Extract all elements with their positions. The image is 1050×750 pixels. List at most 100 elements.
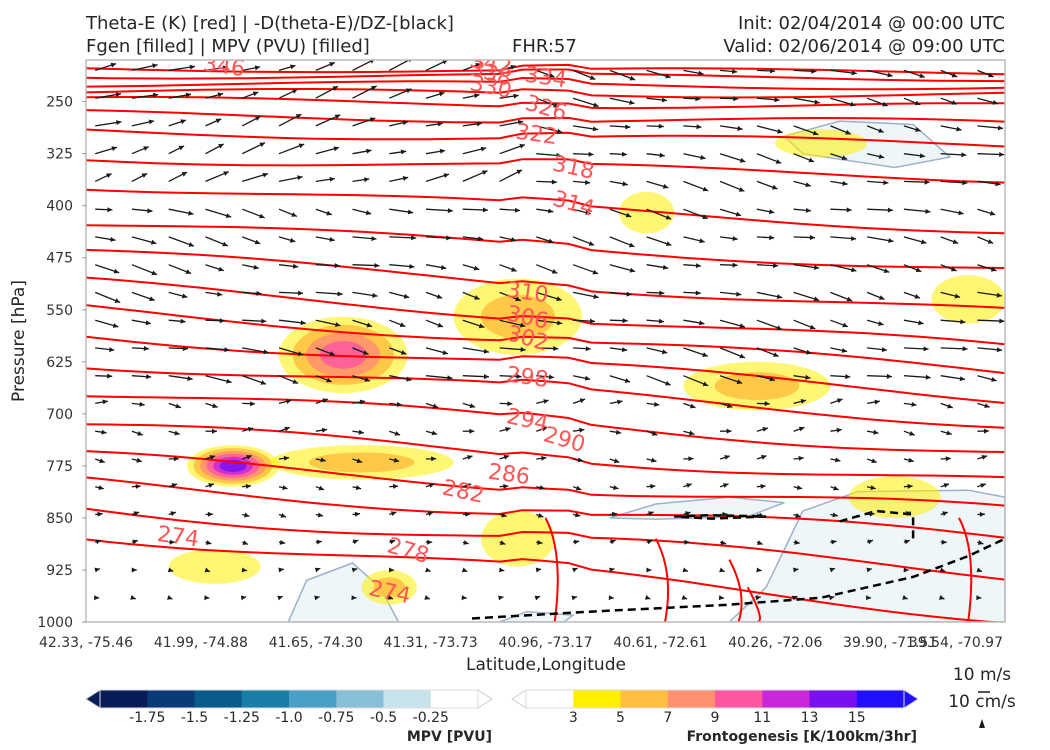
- fgen-colorbar-title: Frontogenesis [K/100km/3hr]: [687, 729, 917, 745]
- wind-vector-head: [131, 567, 137, 573]
- wind-vector-head: [467, 455, 473, 460]
- chart-title-line1: Theta-E (K) [red] | -D(theta-E)/DZ-[blac…: [86, 13, 454, 34]
- y-tick-label: 775: [46, 459, 73, 475]
- wind-vector-head: [951, 266, 957, 272]
- wind-vector-head: [851, 267, 857, 273]
- wind-vector-head: [832, 512, 838, 518]
- theta-e-label-group: 298: [505, 362, 550, 393]
- fgen-colorbar-arrow-right: [903, 689, 919, 709]
- theta-e-contour: [86, 335, 1005, 404]
- wind-vector-head: [240, 595, 247, 601]
- wind-vector-head: [364, 177, 370, 183]
- wind-vector-head: [575, 485, 582, 491]
- wind-vector-head: [439, 91, 445, 97]
- theta-e-label-group: 322: [514, 120, 559, 151]
- wind-vector-head: [516, 169, 522, 175]
- y-tick-label: 700: [46, 407, 73, 423]
- wind-vector-head: [776, 294, 783, 299]
- x-tick-label: 40.61, -72.61: [613, 635, 707, 651]
- wind-vector-head: [798, 426, 805, 432]
- wind-vector-head: [881, 347, 887, 353]
- wind-vector-head: [173, 456, 179, 462]
- theta-e-label: 322: [514, 120, 559, 151]
- wind-vector-head: [738, 187, 745, 192]
- wind-vector-head: [954, 293, 961, 299]
- wind-vector-head: [739, 353, 745, 359]
- wind-vector-head: [665, 380, 671, 386]
- wind-vector-head: [354, 511, 360, 517]
- valid-time: Valid: 02/06/2014 @ 09:00 UTC: [723, 36, 1005, 57]
- wind-vector-head: [869, 511, 875, 517]
- wind-vector-head: [805, 374, 811, 380]
- wind-vector-head: [987, 239, 994, 244]
- wind-vector-head: [951, 100, 958, 105]
- wind-vector-head: [405, 88, 412, 94]
- mpv-colorbar-arrow-right: [477, 689, 493, 709]
- wind-vector-head: [483, 348, 489, 354]
- wind-vector-head: [145, 320, 151, 326]
- wind-vector-head: [286, 399, 292, 404]
- wind-vector-head: [735, 211, 742, 217]
- wind-vector-head: [911, 402, 917, 407]
- wind-vector-head: [836, 427, 842, 433]
- wind-vector-head: [946, 430, 952, 436]
- mpv-colorbar-tick-label: -1.0: [275, 710, 302, 726]
- wind-vector-head: [148, 119, 155, 125]
- wind-vector-head: [432, 403, 439, 409]
- wind-vector-head: [945, 456, 951, 462]
- y-tick-label: 550: [46, 303, 73, 319]
- wind-vector-head: [277, 595, 283, 601]
- theta-e-contour: [86, 538, 1005, 622]
- wind-vector-head: [541, 455, 547, 461]
- wind-vector-head: [289, 237, 296, 243]
- wind-vector-head: [284, 426, 290, 432]
- wind-vector-head: [541, 426, 548, 432]
- wind-vector-head: [520, 347, 526, 352]
- wind-vector-head: [828, 595, 835, 601]
- wind-vector-head: [625, 124, 631, 130]
- wind-vector-head: [329, 62, 335, 67]
- wind-vector-head: [314, 595, 320, 601]
- wind-vector-head: [976, 595, 982, 601]
- wind-vector-head: [662, 184, 669, 189]
- wind-vector-head: [651, 431, 658, 436]
- wind-vector-head: [621, 347, 628, 353]
- wind-vector-head: [428, 483, 435, 488]
- theta-e-contour: [86, 76, 1005, 91]
- wind-vector-head: [219, 318, 225, 324]
- wind-vector-head: [811, 68, 817, 74]
- wind-vector-head: [106, 173, 112, 178]
- wind-vector-head: [770, 68, 776, 74]
- wind-vector-head: [326, 377, 332, 383]
- wind-vector-head: [939, 567, 946, 573]
- wind-vector-head: [980, 483, 986, 488]
- wind-vector-head: [517, 119, 524, 125]
- wind-vector-head: [463, 540, 469, 545]
- wind-vector-head: [629, 267, 636, 273]
- wind-vector-head: [772, 184, 778, 190]
- wind-vector-head: [612, 511, 618, 517]
- fgen-colorbar-cell: [526, 690, 574, 708]
- wind-vector-head: [726, 403, 733, 409]
- wind-vector-head: [139, 401, 145, 407]
- fgen-colorbar-cell: [667, 690, 716, 708]
- wind-vector-head: [995, 181, 1001, 187]
- wind-vector-head: [102, 399, 108, 405]
- wind-vector-head: [866, 595, 872, 601]
- wind-vector-head: [842, 322, 848, 328]
- wind-vector-head: [218, 266, 224, 272]
- wind-vector-head: [661, 349, 668, 355]
- wind-vector-head: [256, 290, 262, 296]
- wind-vector-head: [253, 264, 259, 270]
- wind-vector-head: [225, 213, 232, 218]
- wind-vector-head: [187, 376, 193, 381]
- mpv-colorbar-cell: [100, 690, 148, 708]
- frontogenesis-fill: [619, 191, 675, 234]
- wind-vector-head: [482, 207, 488, 213]
- wind-vector-head: [720, 540, 727, 545]
- wind-vector-head: [958, 210, 964, 216]
- theta-e-label: 298: [505, 362, 550, 393]
- wind-vector-head: [665, 73, 671, 79]
- wind-vector-head: [322, 398, 328, 404]
- chart-title-line2: Fgen [filled] | MPV (PVU) [filled]: [86, 36, 370, 57]
